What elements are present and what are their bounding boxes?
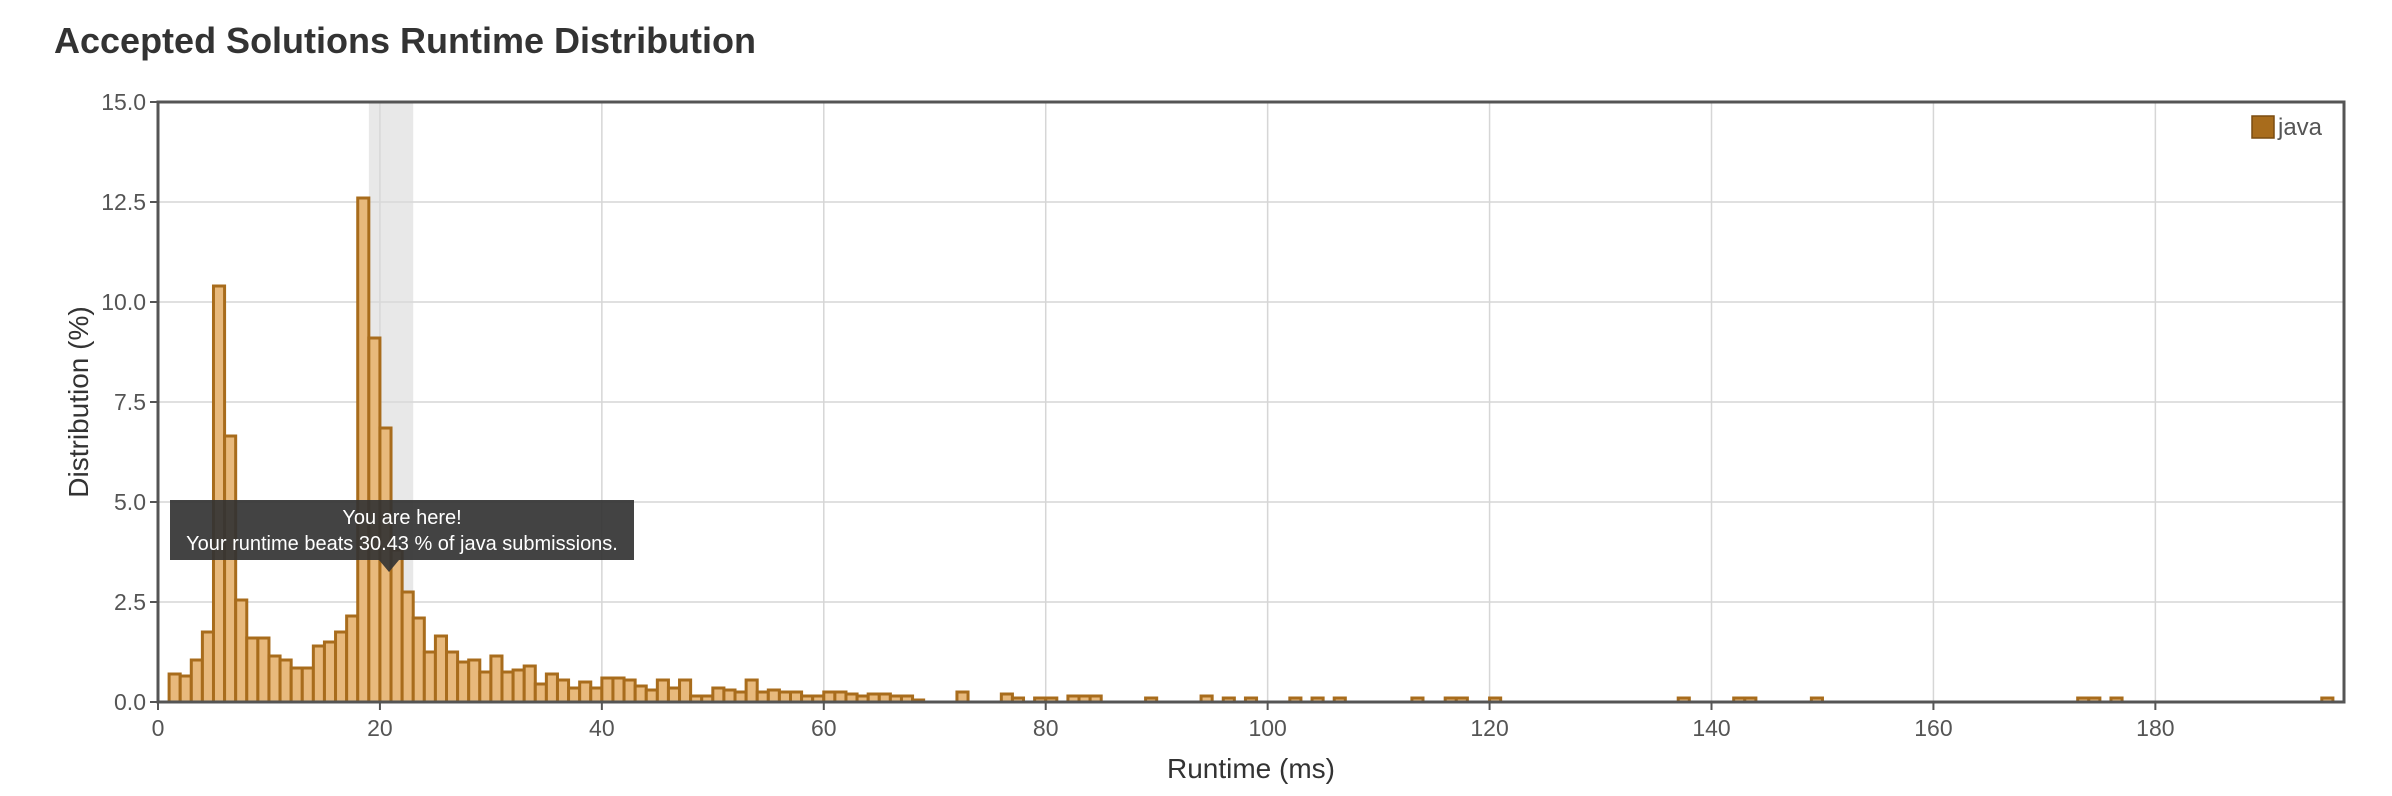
tooltip-heading: You are here!: [342, 507, 461, 529]
bar[interactable]: [178, 674, 193, 704]
tooltip-prefix: Your runtime beats: [186, 533, 359, 555]
bar[interactable]: [200, 630, 215, 704]
bar[interactable]: [544, 672, 559, 704]
axis-titles: Runtime (ms) Distribution (%): [63, 306, 1335, 784]
y-axis-ticks: 0.0 2.5 5.0 7.5 10.0 12.5 15.0: [101, 89, 158, 715]
bar[interactable]: [666, 686, 682, 704]
bar[interactable]: [223, 434, 238, 704]
bar[interactable]: [278, 658, 293, 704]
y-tick-label: 7.5: [114, 389, 146, 415]
bar[interactable]: [500, 670, 515, 704]
y-tick-label: 2.5: [114, 589, 146, 615]
bar[interactable]: [744, 678, 759, 704]
bar[interactable]: [389, 548, 404, 704]
bar[interactable]: [644, 688, 659, 704]
x-tick-label: 0: [152, 715, 165, 741]
bar[interactable]: [356, 196, 371, 704]
bar[interactable]: [433, 634, 449, 704]
bar[interactable]: [167, 672, 182, 704]
tooltip-box: [170, 500, 634, 560]
x-tick-label: 140: [1692, 715, 1730, 741]
bar[interactable]: [578, 680, 593, 704]
bar[interactable]: [322, 640, 338, 704]
bar[interactable]: [633, 684, 648, 704]
x-axis-title: Runtime (ms): [1167, 753, 1335, 784]
bar[interactable]: [567, 686, 582, 704]
bar[interactable]: [622, 678, 637, 704]
page-title: Accepted Solutions Runtime Distribution: [54, 20, 757, 61]
tooltip-message: Your runtime beats 30.43 % of java submi…: [186, 533, 618, 555]
bar[interactable]: [256, 636, 271, 704]
bar[interactable]: [600, 676, 615, 704]
bar[interactable]: [267, 654, 282, 704]
y-tick-label: 0.0: [114, 689, 146, 715]
bar[interactable]: [189, 658, 204, 704]
bar[interactable]: [766, 688, 781, 704]
x-tick-label: 120: [1470, 715, 1508, 741]
bar[interactable]: [345, 614, 360, 704]
bar[interactable]: [422, 650, 437, 704]
bar[interactable]: [655, 678, 670, 704]
bar[interactable]: [522, 664, 537, 704]
tooltip-pointer: [379, 560, 400, 572]
x-tick-label: 160: [1914, 715, 1952, 741]
y-axis-title: Distribution (%): [63, 306, 94, 497]
bar[interactable]: [445, 650, 460, 704]
bar[interactable]: [211, 284, 227, 704]
bar[interactable]: [555, 678, 571, 704]
y-tick-label: 15.0: [101, 89, 146, 115]
bar[interactable]: [400, 590, 415, 704]
bar[interactable]: [478, 670, 493, 704]
bar[interactable]: [311, 644, 326, 704]
bar[interactable]: [489, 654, 504, 704]
bar[interactable]: [245, 636, 260, 704]
bar[interactable]: [611, 676, 626, 704]
bar[interactable]: [467, 658, 482, 704]
x-tick-label: 180: [2136, 715, 2174, 741]
bar[interactable]: [300, 666, 315, 704]
y-tick-label: 12.5: [101, 189, 146, 215]
y-tick-label: 5.0: [114, 489, 146, 515]
legend[interactable]: java: [2251, 114, 2323, 141]
x-tick-label: 100: [1248, 715, 1286, 741]
bar[interactable]: [678, 678, 693, 704]
x-axis-ticks: 0 20 40 60 80 100 120 140 160 180: [152, 702, 2175, 741]
legend-label[interactable]: java: [2277, 114, 2323, 141]
tooltip-percentile: 30.43: [359, 533, 409, 555]
x-tick-label: 20: [367, 715, 393, 741]
tooltip-suffix: % of java submissions.: [409, 533, 618, 555]
x-tick-label: 80: [1033, 715, 1059, 741]
tooltip: You are here! Your runtime beats 30.43 % …: [170, 500, 634, 572]
bar[interactable]: [334, 630, 349, 704]
bar[interactable]: [511, 668, 526, 704]
bar[interactable]: [722, 688, 737, 704]
bar[interactable]: [411, 616, 426, 704]
x-tick-label: 60: [811, 715, 837, 741]
bar[interactable]: [711, 686, 726, 704]
bar[interactable]: [589, 686, 604, 704]
bar[interactable]: [456, 660, 471, 704]
x-tick-label: 40: [589, 715, 615, 741]
legend-swatch[interactable]: [2251, 115, 2275, 139]
bar[interactable]: [289, 666, 304, 704]
y-tick-label: 10.0: [101, 289, 146, 315]
bar[interactable]: [533, 682, 548, 704]
bar[interactable]: [234, 598, 249, 704]
